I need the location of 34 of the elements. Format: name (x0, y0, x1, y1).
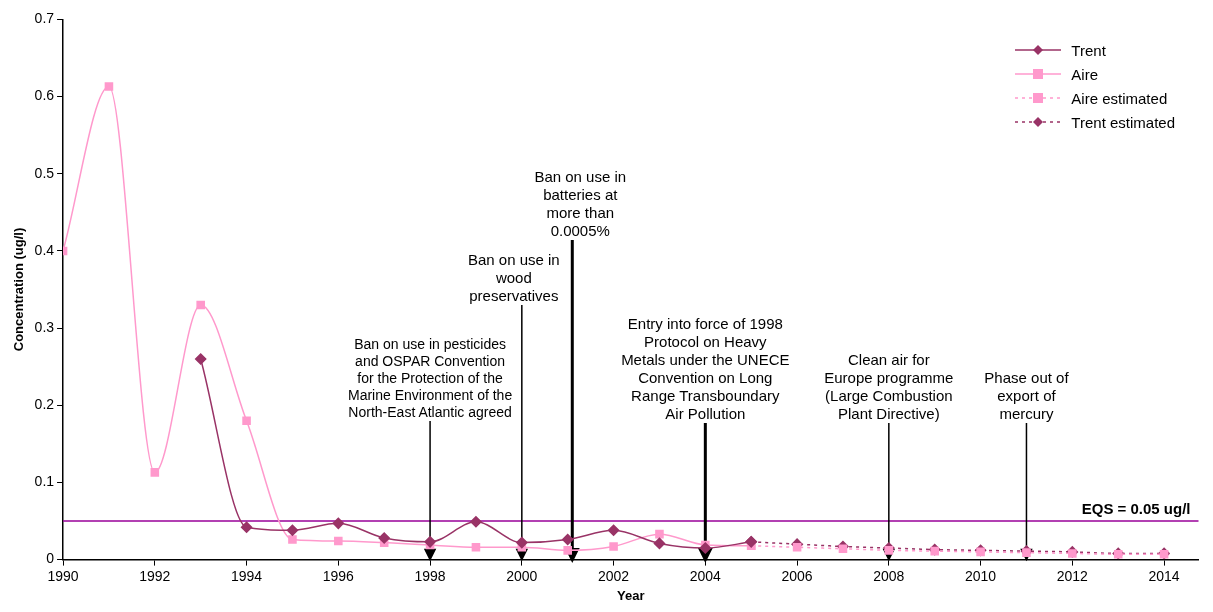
y-tick-label: 0.6 (34, 87, 55, 104)
y-tick-label: 0.4 (34, 241, 55, 258)
legend-label: Trent (1071, 41, 1106, 59)
x-tick-label: 2000 (506, 567, 538, 584)
x-tick-label: 2012 (1056, 567, 1089, 584)
x-tick-label: 1996 (322, 567, 355, 584)
legend-label: Aire estimated (1071, 89, 1168, 107)
y-tick-label: 0.3 (34, 318, 55, 335)
x-tick-label: 2002 (598, 567, 630, 584)
x-tick-label: 1992 (139, 567, 171, 584)
x-tick-label: 1990 (47, 567, 79, 584)
x-axis-title: Year (617, 587, 645, 603)
legend-label: Aire (1071, 65, 1099, 83)
ref-line-label: Ban on use in batteries at more than 0.0005% (534, 167, 627, 239)
x-tick-label: 2014 (1148, 567, 1180, 584)
y-tick-label: 0.5 (34, 164, 55, 181)
ref-line-label: EQS = 0.05 ug/l (1081, 499, 1191, 517)
ref-line-label: Ban on use in wood preservatives (467, 250, 560, 304)
x-tick-label: 2008 (873, 567, 905, 584)
x-tick-label: 1998 (414, 567, 446, 584)
y-axis-title: Concentration (ug/l) (11, 227, 27, 352)
y-tick-label: 0.2 (34, 396, 55, 413)
ref-line-label: Clean air for Europe programme (Large Combustion Plant Directive) (824, 350, 954, 422)
legend-label: Trent estimated (1071, 113, 1175, 131)
x-tick-label: 2004 (689, 567, 722, 584)
x-tick-label: 2010 (965, 567, 997, 584)
ref-line-label: Phase out of export of mercury (984, 368, 1070, 422)
annotation: Ban on use in pesticides and OSPAR Convention for the Protection of the Marine Environment of the North-East Atlantic agreed (347, 335, 513, 420)
y-tick-label: 0.7 (34, 10, 55, 27)
y-tick-label: 0.1 (34, 473, 55, 490)
x-tick-label: 2006 (781, 567, 813, 584)
annotation: Entry into force of 1998 Protocol on Heavy Metals under the UNECE Convention on Long Range Transboundary Air Pollution (621, 314, 790, 422)
y-tick-label: 0 (46, 550, 55, 567)
x-tick-label: 1994 (230, 567, 263, 584)
